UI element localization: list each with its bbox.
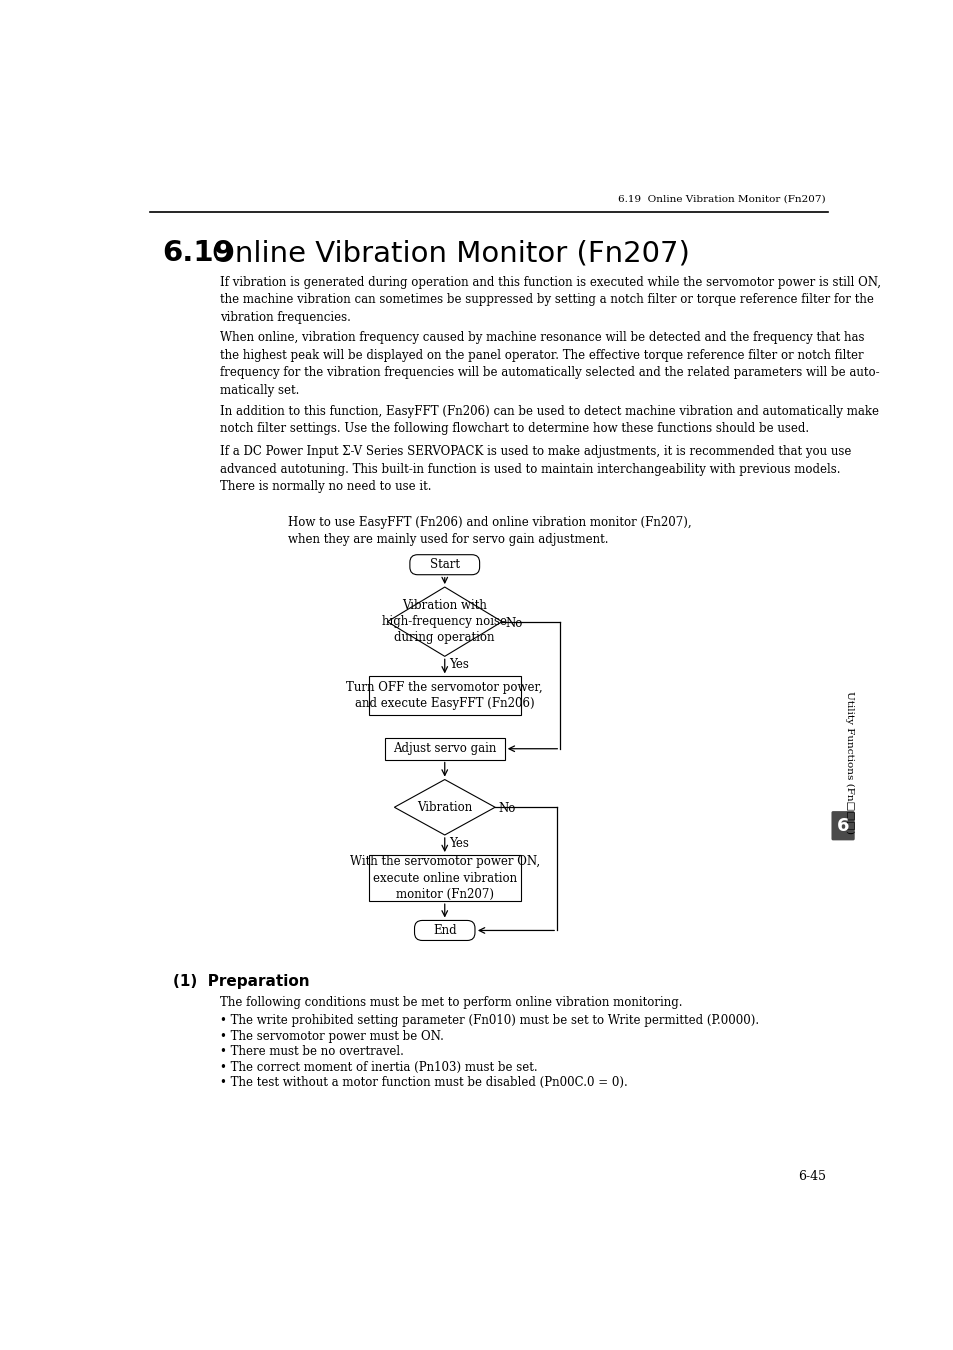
Text: • The write prohibited setting parameter (Fn010) must be set to Write permitted : • The write prohibited setting parameter… <box>220 1014 759 1027</box>
Text: 6-45: 6-45 <box>798 1170 825 1184</box>
Text: How to use EasyFFT (Fn206) and online vibration monitor (Fn207),
when they are m: How to use EasyFFT (Fn206) and online vi… <box>288 516 691 547</box>
FancyBboxPatch shape <box>415 921 475 941</box>
Text: The following conditions must be met to perform online vibration monitoring.: The following conditions must be met to … <box>220 996 681 1008</box>
Text: • There must be no overtravel.: • There must be no overtravel. <box>220 1045 403 1058</box>
Text: No: No <box>497 802 515 815</box>
Text: Yes: Yes <box>449 837 469 849</box>
FancyBboxPatch shape <box>831 811 854 840</box>
Text: Online Vibration Monitor (Fn207): Online Vibration Monitor (Fn207) <box>212 239 689 267</box>
Text: 6.19: 6.19 <box>162 239 233 267</box>
Text: Start: Start <box>429 558 459 571</box>
Text: Turn OFF the servomotor power,
and execute EasyFFT (Fn206): Turn OFF the servomotor power, and execu… <box>346 680 542 710</box>
Bar <box>369 676 520 716</box>
Bar <box>384 738 504 760</box>
Text: Vibration: Vibration <box>416 801 472 814</box>
Text: 6.19  Online Vibration Monitor (Fn207): 6.19 Online Vibration Monitor (Fn207) <box>618 194 825 204</box>
Polygon shape <box>394 779 495 836</box>
Bar <box>369 855 520 902</box>
Text: No: No <box>505 617 522 629</box>
Text: Adjust servo gain: Adjust servo gain <box>393 743 496 755</box>
FancyBboxPatch shape <box>410 555 479 575</box>
Text: Utility Functions (Fn□□□): Utility Functions (Fn□□□) <box>843 691 853 834</box>
Text: 6: 6 <box>836 817 848 834</box>
Text: Yes: Yes <box>449 657 469 671</box>
Text: If vibration is generated during operation and this function is executed while t: If vibration is generated during operati… <box>220 275 880 324</box>
Text: In addition to this function, EasyFFT (Fn206) can be used to detect machine vibr: In addition to this function, EasyFFT (F… <box>220 405 878 435</box>
Text: Vibration with
high-frequency noise
during operation: Vibration with high-frequency noise duri… <box>382 599 507 644</box>
Polygon shape <box>387 587 501 656</box>
Text: • The servomotor power must be ON.: • The servomotor power must be ON. <box>220 1030 443 1042</box>
Text: If a DC Power Input Σ-V Series SERVOPACK is used to make adjustments, it is reco: If a DC Power Input Σ-V Series SERVOPACK… <box>220 446 850 493</box>
Text: End: End <box>433 923 456 937</box>
Text: • The correct moment of inertia (Pn103) must be set.: • The correct moment of inertia (Pn103) … <box>220 1061 537 1073</box>
Text: (1)  Preparation: (1) Preparation <box>173 975 310 990</box>
Text: With the servomotor power ON,
execute online vibration
monitor (Fn207): With the servomotor power ON, execute on… <box>350 855 539 900</box>
Text: When online, vibration frequency caused by machine resonance will be detected an: When online, vibration frequency caused … <box>220 331 879 397</box>
Text: • The test without a motor function must be disabled (Pn00C.0 = 0).: • The test without a motor function must… <box>220 1076 627 1089</box>
